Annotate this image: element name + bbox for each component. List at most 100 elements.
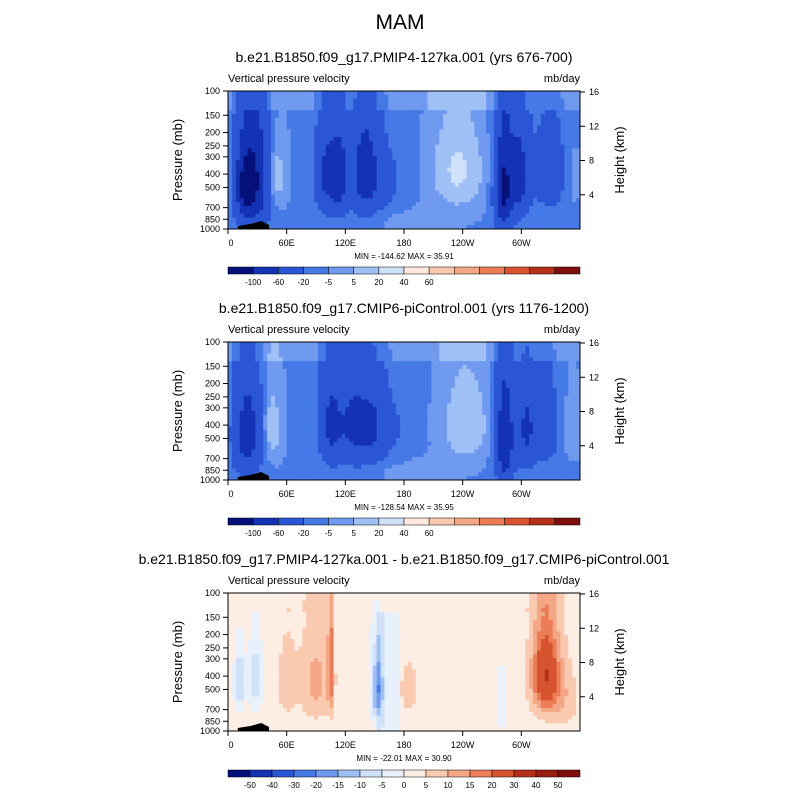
contour-cell [517, 152, 522, 157]
contour-cell [419, 403, 424, 408]
contour-cell [552, 106, 557, 111]
contour-cell [454, 121, 460, 126]
contour-cell [431, 179, 436, 184]
contour-cell [310, 357, 315, 362]
contour-cell [384, 391, 389, 397]
contour-cell [243, 152, 248, 157]
contour-cell [552, 152, 557, 157]
contour-cell [450, 411, 456, 416]
contour-cell [450, 388, 456, 393]
contour-cell [572, 342, 577, 347]
contour-cell [310, 221, 315, 226]
contour-cell [486, 94, 491, 100]
contour-cell [482, 144, 487, 149]
contour-cell [376, 129, 381, 134]
contour-cell [450, 133, 456, 138]
contour-cell [353, 98, 358, 103]
contour-cell [306, 106, 311, 111]
contour-cell [235, 91, 241, 96]
contour-cell [310, 395, 315, 400]
contour-cell [466, 156, 471, 161]
contour-cell [486, 225, 491, 230]
contour-cell [274, 94, 280, 100]
contour-cell [247, 133, 252, 138]
contour-cell [407, 368, 413, 374]
contour-cell [349, 217, 354, 222]
contour-cell [513, 117, 518, 123]
contour-cell [376, 186, 381, 192]
contour-cell [568, 372, 573, 377]
contour-cell [294, 114, 299, 119]
contour-cell [353, 217, 358, 222]
contour-cell [450, 167, 456, 172]
contour-cell [298, 399, 303, 404]
contour-cell [376, 372, 381, 377]
contour-cell [329, 98, 334, 103]
contour-cell [329, 217, 334, 222]
contour-cell [478, 368, 483, 374]
contour-cell [255, 91, 260, 96]
contour-cell [435, 395, 440, 400]
contour-cell [439, 137, 444, 142]
contour-cell [497, 137, 503, 142]
contour-cell [454, 140, 460, 146]
contour-cell [505, 376, 510, 381]
contour-cell [364, 342, 370, 347]
contour-cell [321, 91, 327, 96]
contour-cell [314, 117, 319, 123]
contour-cell [431, 106, 436, 111]
contour-cell [251, 91, 256, 96]
contour-cell [235, 357, 241, 362]
contour-cell [415, 365, 421, 370]
contour-cell [458, 125, 464, 130]
contour-cell [533, 140, 538, 146]
contour-cell [294, 221, 299, 226]
colorbar-swatch [479, 266, 505, 275]
contour-cell [470, 144, 475, 149]
contour-cell [513, 388, 518, 393]
contour-cell [267, 357, 272, 362]
contour-cell [302, 98, 307, 103]
contour-cell [564, 206, 569, 211]
contour-cell [482, 403, 487, 408]
contour-cell [454, 206, 460, 211]
contour-cell [251, 106, 256, 111]
contour-cell [372, 384, 378, 389]
contour-cell [536, 399, 542, 404]
contour-cell [247, 117, 252, 123]
contour-cell [486, 345, 491, 351]
contour-cell [337, 380, 342, 385]
contour-cell [540, 206, 546, 211]
contour-cell [368, 171, 374, 176]
contour-cell [427, 380, 432, 385]
contour-cell [235, 384, 241, 389]
contour-cell [392, 152, 397, 157]
contour-cell [310, 179, 315, 184]
contour-cell [517, 114, 522, 119]
contour-cell [384, 353, 389, 358]
contour-cell [325, 179, 331, 184]
contour-cell [255, 186, 260, 192]
contour-cell [286, 148, 291, 153]
contour-cell [419, 206, 424, 211]
contour-cell [329, 133, 334, 138]
contour-cell [423, 183, 428, 188]
contour-cell [321, 407, 327, 412]
contour-cell [392, 140, 397, 146]
contour-cell [396, 125, 401, 130]
contour-cell [364, 163, 370, 169]
contour-cell [271, 160, 276, 165]
contour-cell [298, 175, 303, 180]
contour-cell [353, 163, 358, 169]
contour-cell [529, 357, 534, 362]
contour-cell [536, 110, 542, 115]
contour-cell [314, 140, 319, 146]
contour-cell [400, 411, 405, 416]
contour-cell [255, 376, 260, 381]
contour-cell [231, 217, 237, 222]
contour-cell [384, 179, 389, 184]
contour-cell [482, 376, 487, 381]
contour-cell [450, 213, 456, 218]
contour-cell [314, 190, 319, 195]
contour-cell [392, 117, 397, 123]
